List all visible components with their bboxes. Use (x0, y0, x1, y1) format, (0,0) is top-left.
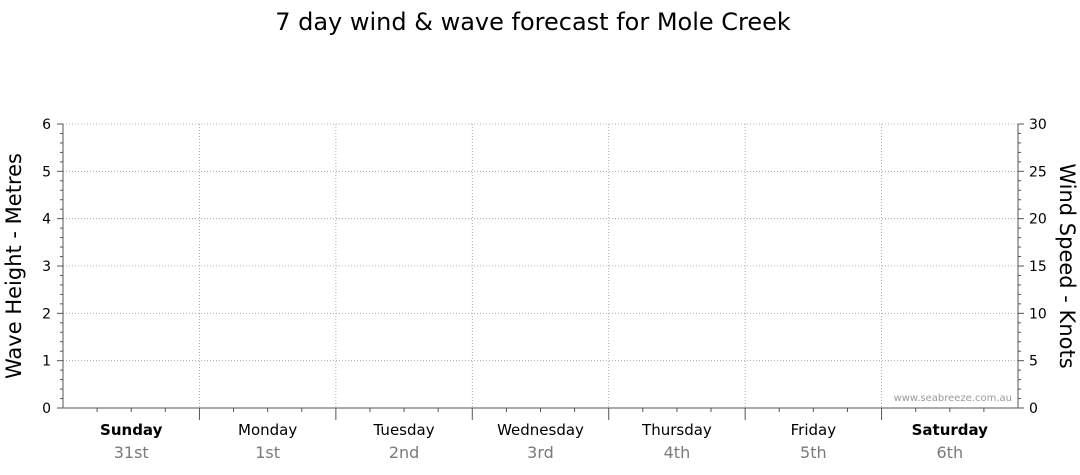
day-date-label: 1st (255, 443, 280, 462)
day-date-label: 3rd (527, 443, 554, 462)
left-axis-title: Wave Height - Metres (2, 153, 26, 379)
left-tick-label: 1 (42, 354, 51, 370)
right-tick-label: 10 (1029, 306, 1047, 322)
chart-title: 7 day wind & wave forecast for Mole Cree… (275, 8, 791, 36)
day-date-label: 4th (664, 443, 691, 462)
left-tick-label: 2 (42, 306, 51, 322)
right-tick-label: 20 (1029, 212, 1047, 228)
day-date-label: 31st (114, 443, 149, 462)
left-tick-label: 5 (42, 164, 51, 180)
day-name-label: Tuesday (373, 421, 435, 439)
right-tick-label: 30 (1029, 117, 1047, 133)
left-axis-ticks: 0 1 2 3 4 5 6 (42, 117, 63, 417)
right-tick-label: 15 (1029, 259, 1047, 275)
watermark: www.seabreeze.com.au (894, 393, 1012, 404)
day-date-label: 6th (936, 443, 963, 462)
left-tick-label: 6 (42, 117, 51, 133)
day-name-label: Thursday (641, 421, 712, 439)
right-tick-label: 25 (1029, 164, 1047, 180)
left-tick-label: 0 (42, 401, 51, 417)
day-labels: Sunday 31st Monday 1st Tuesday 2nd Wednesday 3r… (100, 421, 988, 462)
right-axis-title: Wind Speed - Knots (1055, 163, 1079, 368)
left-tick-label: 3 (42, 259, 51, 275)
day-name-label: Saturday (912, 421, 989, 439)
left-tick-label: 4 (42, 212, 51, 228)
day-name-label: Sunday (100, 421, 163, 439)
day-date-label: 5th (800, 443, 827, 462)
right-tick-label: 5 (1029, 354, 1038, 370)
day-name-label: Friday (791, 421, 837, 439)
grid-layer (63, 123, 1018, 408)
day-date-label: 2nd (389, 443, 419, 462)
right-axis-ticks: 0 5 10 15 20 25 30 (1018, 117, 1047, 417)
right-tick-label: 0 (1029, 401, 1038, 417)
day-name-label: Monday (238, 421, 297, 439)
day-name-label: Wednesday (497, 421, 584, 439)
x-axis-ticks (96, 408, 985, 420)
